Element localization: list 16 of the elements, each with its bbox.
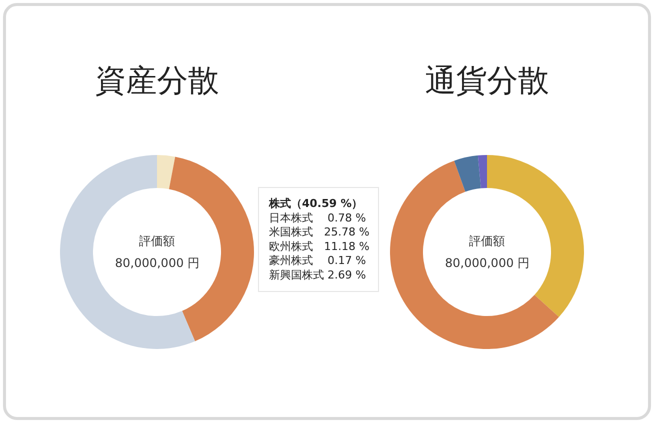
- donut-slice: [454, 155, 481, 192]
- text: 80,000,000 円: [115, 256, 200, 270]
- chart-title: 通貨分散: [425, 62, 549, 99]
- donut-slice: [478, 155, 487, 188]
- text: 豪州株式 0.17 %: [269, 254, 366, 268]
- text: 評価額: [139, 234, 175, 248]
- text: 欧州株式 11.18 %: [269, 240, 370, 253]
- text: 日本株式 0.78 %: [269, 211, 366, 224]
- text: 80,000,000 円: [445, 256, 530, 270]
- chart-title: 資産分散: [95, 62, 219, 99]
- donut-slice: [390, 160, 559, 349]
- text: 株式（40.59 %）: [268, 197, 363, 210]
- donut-slice: [157, 155, 176, 190]
- text: 評価額: [469, 234, 505, 248]
- text: 新興国株式 2.69 %: [269, 268, 366, 282]
- text: 米国株式 25.78 %: [269, 226, 370, 239]
